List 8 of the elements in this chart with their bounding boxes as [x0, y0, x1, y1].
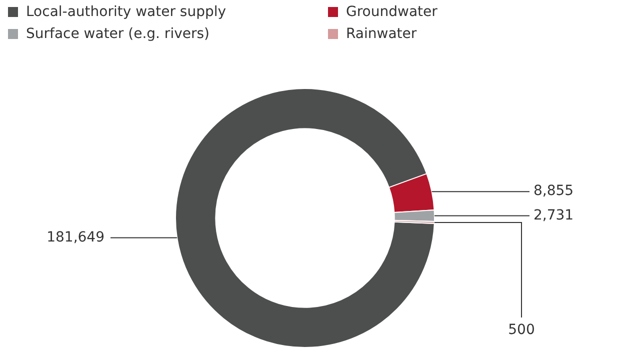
legend-label: Surface water (e.g. rivers)	[26, 26, 210, 42]
data-label: 8,855	[534, 183, 574, 200]
data-label: 2,731	[534, 207, 574, 224]
legend-label: Local-authority water supply	[26, 4, 226, 20]
legend-label: Rainwater	[346, 26, 417, 42]
data-label: 500	[508, 322, 535, 338]
legend-label: Groundwater	[346, 4, 438, 20]
data-label: 181,649	[46, 229, 104, 246]
